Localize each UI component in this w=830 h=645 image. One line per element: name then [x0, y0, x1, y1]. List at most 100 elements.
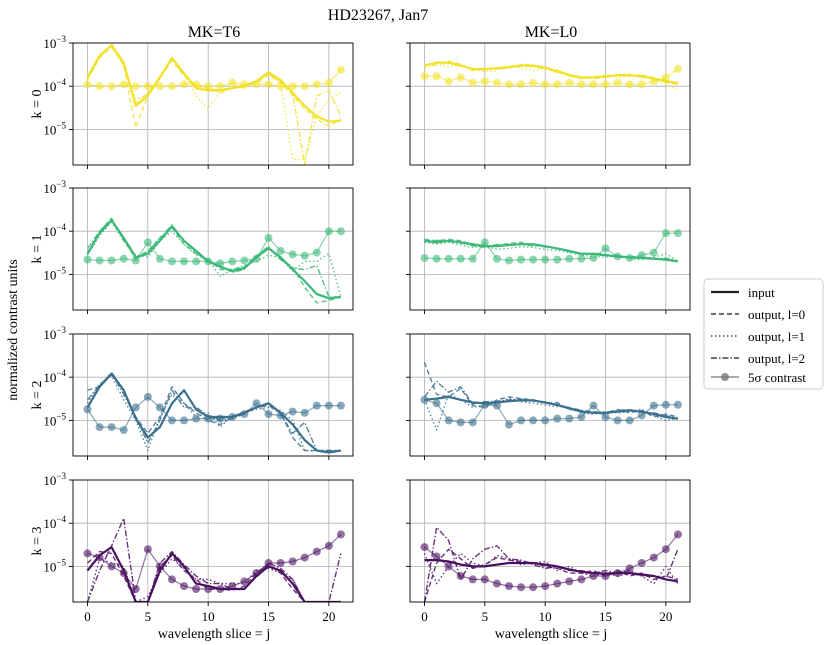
legend-label-output-l2: output, l=2 [748, 351, 805, 366]
contrast-point [107, 256, 116, 265]
contrast-point [228, 78, 237, 87]
series-output-l-2 [86, 44, 342, 165]
series-output-l-1 [86, 45, 342, 161]
contrast-point [649, 77, 658, 86]
contrast-point [240, 256, 249, 265]
contrast-point [107, 562, 116, 571]
legend-frame [703, 278, 824, 390]
contrast-point [336, 227, 345, 236]
series-output-l-0 [87, 371, 341, 452]
contrast-point [541, 80, 550, 89]
contrast-point [180, 416, 189, 425]
series-output-l-1 [424, 63, 679, 92]
contrast-point [420, 253, 429, 262]
series-output-l-1 [423, 552, 679, 585]
contrast-point [264, 80, 273, 89]
contrast-point [288, 407, 297, 416]
contrast-point [192, 414, 201, 423]
contrast-point [131, 403, 140, 412]
contrast-point [529, 583, 538, 592]
contrast-point [216, 82, 225, 91]
contrast-point [625, 416, 634, 425]
contrast-point [504, 256, 513, 265]
contrast-point [300, 82, 309, 91]
contrast-point [529, 416, 538, 425]
contrast-point [300, 553, 309, 562]
contrast-point [432, 72, 441, 81]
series-output-l-2 [86, 218, 341, 298]
y-tick-label: 10−5 [43, 265, 66, 282]
series-output-l-0 [86, 46, 342, 129]
contrast-point [613, 416, 622, 425]
contrast-point [517, 416, 526, 425]
x-tick-label: 5 [482, 609, 489, 624]
column-title-left: MK=T6 [188, 24, 241, 41]
series-5sigma-contrast [424, 68, 679, 85]
contrast-point [456, 418, 465, 427]
contrast-point [155, 254, 164, 263]
axes-frame [409, 42, 691, 166]
contrast-point [240, 80, 249, 89]
y-tick-label: 10−5 [43, 120, 66, 137]
contrast-point [420, 395, 429, 404]
contrast-point [336, 401, 345, 410]
panel-r3-c0: 0 5 10 15 20 10−5 10−4 10−3 k = 3 [30, 471, 354, 624]
contrast-point [637, 411, 646, 420]
series-group [83, 371, 345, 454]
y-tick-label: 10−3 [43, 471, 66, 488]
contrast-point [288, 250, 297, 259]
contrast-point [228, 582, 237, 591]
figure-title: HD23267, Jan7 [328, 7, 428, 24]
y-tick-label: 10−4 [43, 222, 66, 239]
axes-frame [409, 187, 691, 311]
contrast-point [276, 82, 285, 91]
legend-marker-contrast [721, 373, 729, 381]
contrast-point [324, 541, 333, 550]
series-output-l-2 [423, 526, 679, 602]
contrast-point [180, 80, 189, 89]
series-group [83, 217, 345, 304]
contrast-point [131, 82, 140, 91]
contrast-point [312, 547, 321, 556]
y-tick-label: 10−3 [43, 179, 66, 196]
contrast-point [155, 82, 164, 91]
contrast-point [107, 423, 116, 432]
series-group [83, 43, 345, 165]
contrast-point [119, 80, 128, 89]
contrast-point [625, 564, 634, 573]
y-tick-label: 10−3 [43, 34, 66, 51]
row-label: k = 3 [30, 527, 45, 556]
contrast-point [264, 233, 273, 242]
legend-label-output-l1: output, l=1 [748, 329, 805, 344]
contrast-point [228, 412, 237, 421]
series-output-l-2 [424, 61, 679, 86]
contrast-point [613, 78, 622, 87]
panels: 10−510−410−3k = 010−510−410−3k = 110−510… [30, 34, 691, 624]
legend-label-contrast: 5σ contrast [748, 370, 806, 385]
contrast-point [529, 78, 538, 87]
contrast-point [204, 584, 213, 593]
contrast-point [504, 582, 513, 591]
legend-label-input: input [748, 285, 775, 300]
contrast-point [673, 229, 682, 238]
x-tick-label: 0 [84, 609, 91, 624]
contrast-point [468, 575, 477, 584]
contrast-point [565, 78, 574, 87]
contrast-point [637, 80, 646, 89]
contrast-point [432, 254, 441, 263]
axes-frame [72, 479, 354, 603]
contrast-point [673, 530, 682, 539]
contrast-point [107, 82, 116, 91]
contrast-point [468, 78, 477, 87]
contrast-point [167, 82, 176, 91]
contrast-point [95, 423, 104, 432]
contrast-point [456, 571, 465, 580]
axes-frame [409, 333, 691, 457]
contrast-point [300, 251, 309, 260]
panel-r0-c0: 10−5 10−4 10−3 k = 0 [30, 34, 354, 169]
shared-y-label: normalized contrast units [6, 259, 21, 401]
contrast-point [553, 579, 562, 588]
contrast-point [492, 401, 501, 410]
contrast-point [167, 575, 176, 584]
series-output-l-0 [423, 362, 679, 418]
